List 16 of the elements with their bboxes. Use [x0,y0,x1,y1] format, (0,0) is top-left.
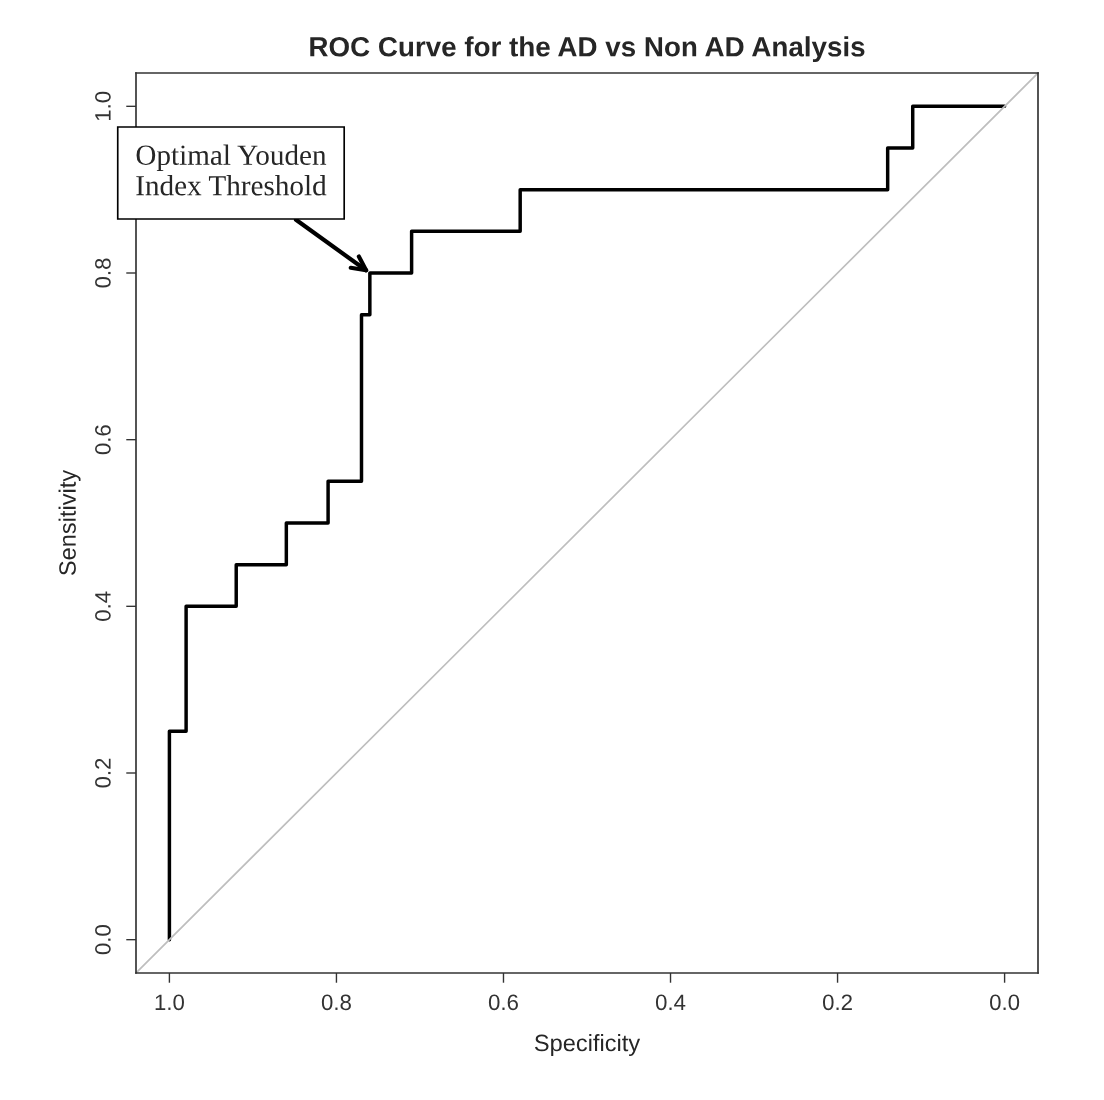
y-tick-label: 0.4 [95,591,111,621]
y-tick-label: 0.2 [95,758,111,788]
y-axis-title: Sensitivity [58,469,81,576]
y-tick-label: 0.8 [95,258,111,288]
x-tick-label: 0.8 [321,994,351,1011]
chart-title: ROC Curve for the AD vs Non AD Analysis [310,36,865,63]
annotation: Optimal Youden Index Threshold [136,144,327,196]
x-tick-label: 1.0 [155,994,184,1011]
y-tick-label: 0.0 [95,925,111,955]
y-tick-label: 1.0 [95,91,111,121]
x-axis-title: Specificity [534,1033,641,1056]
x-tick-label: 0.6 [488,994,518,1011]
x-tick-label: 0.0 [990,994,1020,1011]
y-tick-label: 0.6 [95,425,111,455]
x-tick-label: 0.4 [655,994,686,1011]
x-tick-label: 0.2 [822,994,852,1011]
